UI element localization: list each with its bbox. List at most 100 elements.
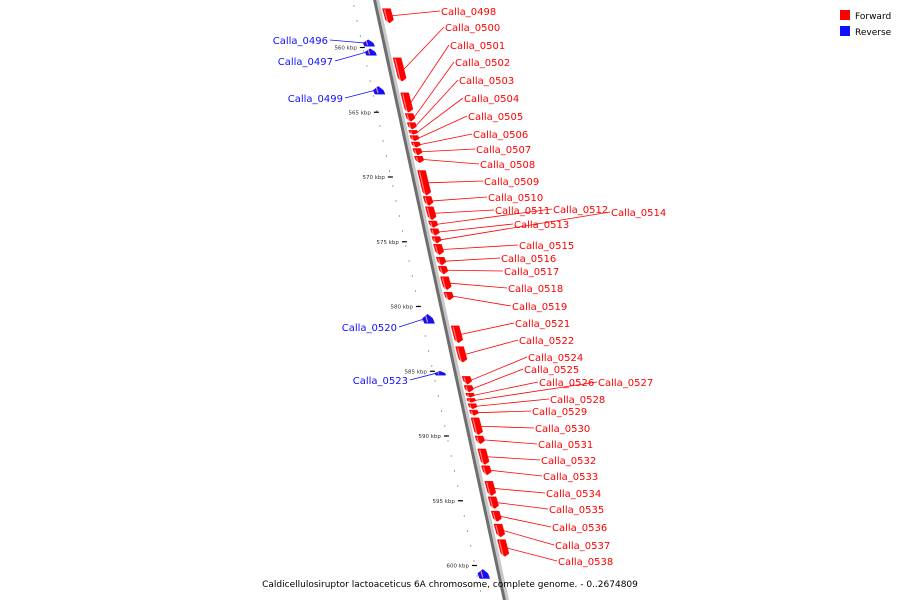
gene-feature[interactable] [431,236,442,244]
gene-highlight [479,449,484,464]
gene-label[interactable]: Calla_0536 [552,523,607,534]
gene-highlight [402,93,408,112]
gene-feature[interactable] [382,8,394,24]
gene-label[interactable]: Calla_0515 [519,241,574,252]
gene-label[interactable]: Calla_0508 [480,160,535,171]
gene-label[interactable]: Calla_0514 [611,208,666,219]
gene-feature[interactable] [412,148,423,156]
ruler-tick-label: 575 kbp [376,240,399,246]
gene-label[interactable]: Calla_0531 [538,440,593,451]
gene-feature[interactable] [410,141,421,148]
gene-label[interactable]: Calla_0526 [539,378,594,389]
gene-features [362,8,510,579]
label-leader [403,26,445,70]
gene-label[interactable]: Calla_0529 [532,407,587,418]
gene-label[interactable]: Calla_0513 [514,220,569,231]
gene-highlight [429,221,433,227]
gene-feature[interactable] [372,86,386,95]
gene-feature[interactable] [409,135,420,142]
label-leader [391,10,441,17]
ruler-dot [427,350,430,352]
gene-label[interactable]: Calla_0497 [278,57,333,68]
gene-feature[interactable] [429,228,440,236]
gene-feature[interactable] [465,393,475,398]
gene-label[interactable]: Calla_0519 [512,302,567,313]
gene-label[interactable]: Calla_0509 [484,177,539,188]
gene-feature[interactable] [440,276,452,290]
ruler-tick-label: 580 kbp [390,305,413,311]
gene-label[interactable]: Calla_0507 [476,145,531,156]
gene-label[interactable]: Calla_0521 [515,319,570,330]
gene-label[interactable]: Calla_0502 [455,58,510,69]
gene-feature[interactable] [455,346,468,363]
ruler-dot [466,530,469,532]
gene-feature[interactable] [468,409,479,416]
gene-label[interactable]: Calla_0506 [473,130,528,141]
gene-label[interactable]: Calla_0498 [441,7,496,18]
gene-feature[interactable] [422,313,435,324]
ruler-dot [450,455,452,457]
gene-label[interactable]: Calla_0528 [550,395,605,406]
gene-feature[interactable] [364,48,377,56]
gene-label[interactable]: Calla_0520 [342,323,397,334]
label-leader [418,115,468,139]
gene-label[interactable]: Calla_0504 [464,94,519,105]
gene-label[interactable]: Calla_0534 [546,489,601,500]
gene-label[interactable]: Calla_0530 [535,424,590,435]
label-leader [419,133,473,146]
ruler-dot [470,545,472,547]
ruler-dot [437,395,439,397]
gene-label[interactable]: Calla_0537 [555,541,610,552]
gene-label[interactable]: Calla_0511 [495,206,550,217]
gene-label[interactable]: Calla_0527 [598,378,653,389]
gene-label[interactable]: Calla_0505 [468,112,523,123]
gene-label[interactable]: Calla_0525 [524,365,579,376]
gene-label[interactable]: Calla_0516 [501,254,556,265]
gene-highlight [434,245,439,254]
gene-feature[interactable] [414,156,425,164]
gene-label[interactable]: Calla_0510 [488,193,543,204]
legend-reverse-label: Reverse [855,28,892,38]
gene-feature[interactable] [484,481,497,496]
label-leader [497,502,549,510]
gene-label[interactable]: Calla_0518 [508,284,563,295]
gene-feature[interactable] [425,206,437,221]
gene-feature[interactable] [406,122,417,130]
ruler-dot [444,425,446,427]
gene-feature[interactable] [466,398,476,403]
ruler-dot [353,5,355,7]
label-leader [440,211,611,241]
map-title: Caldicellulosiruptor lactoaceticus 6A ch… [262,580,638,590]
ruler-dot [463,515,465,517]
gene-label[interactable]: Calla_0496 [273,36,328,47]
gene-feature[interactable] [477,569,491,579]
gene-feature[interactable] [493,523,506,538]
gene-highlight [465,386,468,392]
gene-label[interactable]: Calla_0503 [459,76,514,87]
label-leader [423,159,480,165]
gene-label[interactable]: Calla_0512 [553,205,608,216]
gene-label[interactable]: Calla_0524 [528,353,583,364]
gene-label[interactable]: Calla_0533 [543,472,598,483]
gene-feature[interactable] [477,448,490,465]
ruler-dot [379,125,381,127]
gene-feature[interactable] [428,220,439,228]
gene-feature[interactable] [434,370,447,376]
gene-label[interactable]: Calla_0523 [353,376,408,387]
gene-label[interactable]: Calla_0538 [558,557,613,568]
gene-label[interactable]: Calla_0535 [549,505,604,516]
gene-feature[interactable] [467,403,478,410]
gene-feature[interactable] [362,39,375,47]
ruler-dot [372,95,374,97]
gene-label[interactable]: Calla_0522 [519,336,574,347]
gene-label[interactable]: Calla_0517 [504,267,559,278]
gene-highlight [489,497,494,508]
gene-label[interactable]: Calla_0532 [541,456,596,467]
gene-label[interactable]: Calla_0499 [288,94,343,105]
label-leader [483,439,538,445]
gene-label[interactable]: Calla_0500 [445,23,500,34]
gene-highlight [470,410,474,415]
gene-feature[interactable] [463,385,474,393]
gene-feature[interactable] [408,130,418,135]
gene-label[interactable]: Calla_0501 [450,41,505,52]
